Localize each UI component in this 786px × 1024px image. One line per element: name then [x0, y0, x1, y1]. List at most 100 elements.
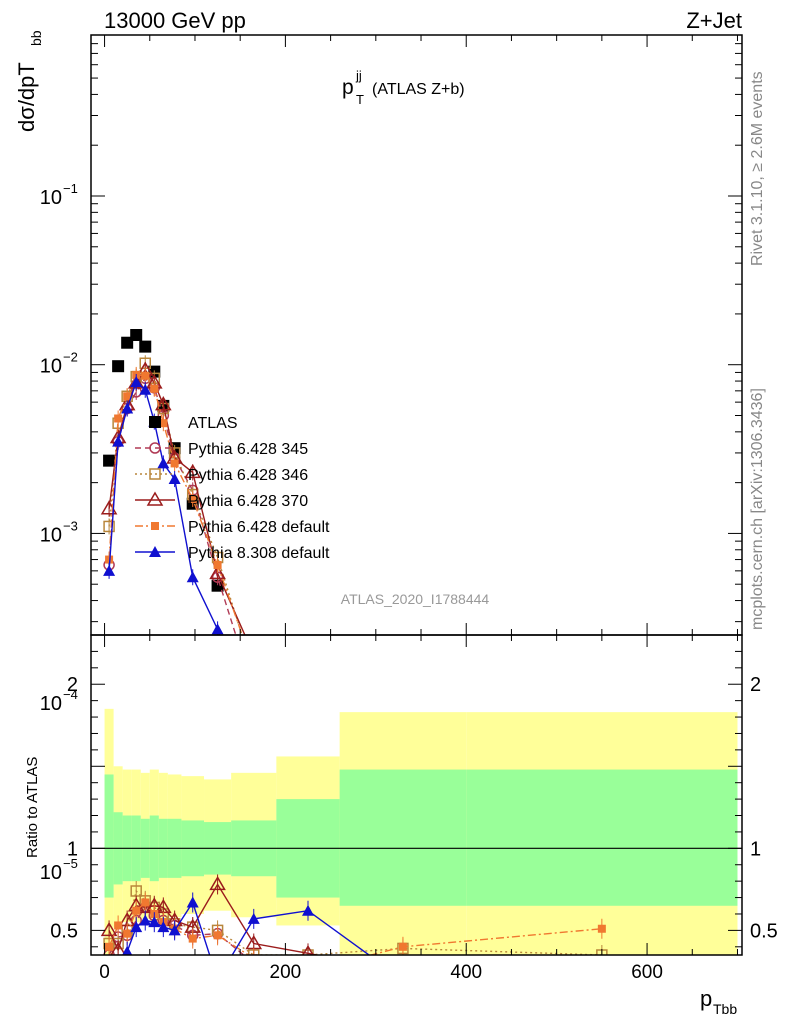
legend-entry-2: Pythia 6.428 346 [135, 467, 308, 484]
ratio-point [110, 941, 126, 955]
ratio-point [130, 921, 143, 933]
ratio-point [597, 924, 606, 933]
ratio-band-inner [466, 769, 738, 906]
ratio-point [396, 964, 410, 976]
y-tick-base: 10 [40, 356, 62, 378]
ratio-tick-label-right: 0.5 [750, 920, 778, 942]
legend-entry-4: Pythia 6.428 default [135, 519, 330, 536]
legend-entry-1: Pythia 6.428 345 [135, 441, 308, 458]
y-tick-exp: −5 [63, 856, 78, 871]
y-tick-exp: −4 [63, 687, 78, 702]
data-point [249, 687, 259, 697]
data-point [103, 564, 116, 576]
title-main: p [342, 76, 354, 99]
y-axis-label-main: dσ/dpT [14, 62, 39, 132]
legend-label: Pythia 6.428 370 [188, 493, 308, 510]
y-axis-label: dσ/dpT bb [14, 30, 44, 132]
data-point [121, 336, 134, 349]
ratio-point [303, 958, 313, 968]
data-point [211, 623, 224, 635]
ratio-tick-label: 0.5 [50, 920, 78, 942]
data-point [249, 667, 259, 677]
ratio-tick-label-right: 1 [750, 838, 761, 860]
ratio-point [213, 931, 222, 940]
legend-marker [149, 546, 161, 557]
ratio-point [304, 967, 312, 975]
data-point [114, 414, 123, 423]
title-rest: (ATLAS Z+b) [372, 81, 465, 98]
y-tick-base: 10 [40, 524, 62, 546]
ratio-tick-label: 1 [67, 838, 78, 860]
data-point [139, 383, 152, 395]
ratio-point [186, 896, 199, 908]
y-tick-label: 10 −2 [40, 350, 78, 378]
header-left: 13000 GeV pp [104, 8, 246, 33]
x-tick-label: 200 [270, 962, 302, 983]
ratio-line [125, 900, 371, 955]
ratio-point [397, 974, 409, 985]
legend-label: Pythia 6.428 346 [188, 467, 308, 484]
legend-entry-0: ATLAS [149, 415, 238, 432]
plot-title: p jj T (ATLAS Z+b) [342, 68, 465, 107]
data-point [248, 725, 260, 736]
ratio-line [109, 889, 602, 955]
series-line [108, 380, 221, 635]
main-panel [100, 329, 261, 736]
ratio-point [123, 929, 132, 938]
y-tick-label: 10 −1 [40, 181, 78, 209]
y-tick-label: 10 −3 [40, 518, 78, 546]
ratio-point [141, 898, 150, 907]
y-tick-base: 10 [40, 693, 62, 715]
data-point [130, 375, 143, 387]
ratio-point [302, 944, 314, 955]
y-tick-exp: −3 [63, 518, 78, 533]
ratio-point [105, 942, 114, 951]
ratio-point [148, 916, 161, 928]
data-point [141, 371, 150, 380]
analysis-watermark: ATLAS_2020_I1788444 [341, 591, 490, 607]
legend-marker [151, 522, 159, 530]
ratio-point [398, 942, 407, 951]
ratio-frame [90, 634, 743, 956]
data-point [188, 494, 197, 503]
ratio-band-inner [339, 769, 467, 906]
legend-marker [149, 468, 161, 480]
mcplots-label: mcplots.cern.ch [arXiv:1306.3436] [749, 388, 766, 630]
x-axis-label: p Tbb [700, 986, 737, 1017]
legend-entry-3: Pythia 6.428 370 [135, 491, 308, 510]
data-point [121, 402, 134, 414]
y-tick-label: 10 −4 [40, 687, 78, 715]
ratio-panel [91, 708, 742, 990]
ratio-point [188, 934, 197, 943]
ratio-axis-label: Ratio to ATLAS [24, 757, 41, 858]
ratio-point [122, 945, 133, 955]
data-point [250, 664, 258, 672]
ratio-point [139, 914, 152, 926]
header-right: Z+Jet [686, 8, 742, 33]
data-point [112, 435, 125, 447]
data-point [139, 340, 152, 353]
ratio-series-5 [122, 892, 409, 985]
ratio-point [398, 975, 408, 985]
data-point [159, 419, 168, 428]
legend-entry-5: Pythia 8.308 default [135, 545, 330, 562]
data-point [213, 560, 222, 569]
legend-label: Pythia 6.428 345 [188, 441, 308, 458]
ratio-point [249, 958, 259, 968]
ratio-band-inner [104, 774, 114, 898]
ratio-point [212, 974, 224, 985]
legend-marker [149, 416, 161, 428]
data-point [209, 564, 226, 580]
y-tick-exp: −1 [63, 181, 78, 196]
x-axis-label-main: p [700, 986, 712, 1011]
data-point [112, 360, 125, 373]
data-point [155, 396, 172, 411]
rivet-version-label: Rivet 3.1.10, ≥ 2.6M events [749, 71, 766, 266]
data-point [247, 648, 261, 660]
ratio-line [108, 883, 321, 955]
data-point [211, 579, 224, 592]
title-sub: T [356, 92, 364, 107]
ratio-point [597, 980, 607, 990]
x-tick-label: 400 [450, 962, 482, 983]
data-point [150, 384, 159, 393]
